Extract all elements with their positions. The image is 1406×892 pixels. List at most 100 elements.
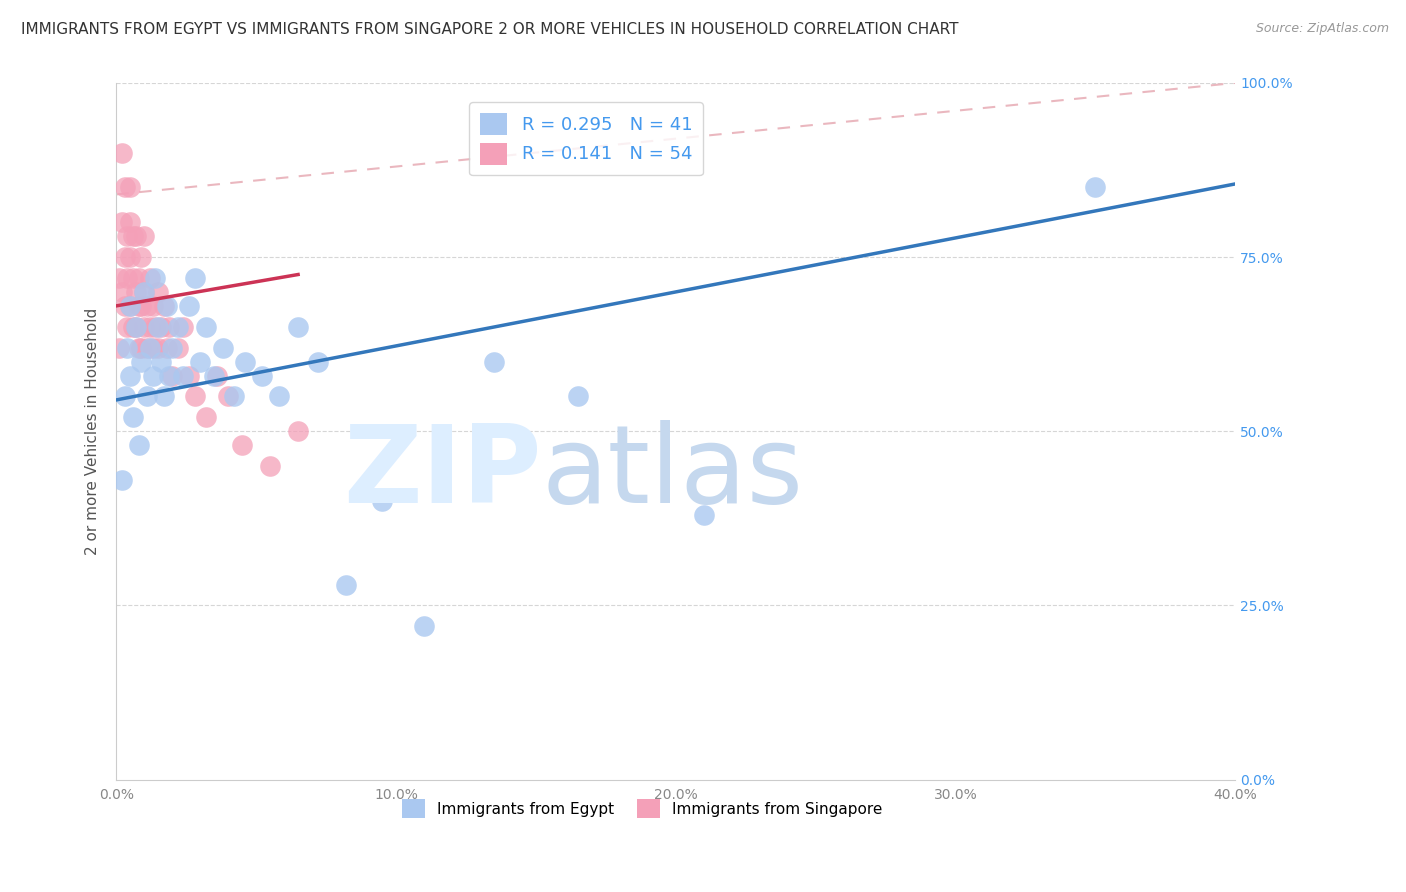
Point — [148, 341, 170, 355]
Point — [172, 319, 194, 334]
Point — [267, 389, 290, 403]
Point — [148, 285, 170, 299]
Point — [202, 368, 225, 383]
Text: IMMIGRANTS FROM EGYPT VS IMMIGRANTS FROM SINGAPORE 2 OR MORE VEHICLES IN HOUSEHO: IMMIGRANTS FROM EGYPT VS IMMIGRANTS FROM… — [21, 22, 959, 37]
Point — [142, 299, 165, 313]
Text: ZIP: ZIP — [343, 420, 541, 526]
Point — [136, 299, 159, 313]
Point — [692, 508, 714, 522]
Point — [125, 319, 148, 334]
Point — [114, 389, 136, 403]
Point — [287, 424, 309, 438]
Point — [125, 319, 148, 334]
Point — [413, 619, 436, 633]
Text: Source: ZipAtlas.com: Source: ZipAtlas.com — [1256, 22, 1389, 36]
Point — [153, 389, 176, 403]
Point — [128, 271, 150, 285]
Point — [567, 389, 589, 403]
Point — [142, 368, 165, 383]
Point — [122, 271, 145, 285]
Point — [166, 341, 188, 355]
Point — [128, 438, 150, 452]
Point — [156, 341, 179, 355]
Point — [139, 319, 162, 334]
Point — [111, 145, 134, 160]
Point — [131, 250, 153, 264]
Legend: Immigrants from Egypt, Immigrants from Singapore: Immigrants from Egypt, Immigrants from S… — [395, 793, 889, 824]
Point — [150, 319, 173, 334]
Point — [153, 299, 176, 313]
Point — [231, 438, 253, 452]
Point — [183, 271, 205, 285]
Point — [482, 354, 505, 368]
Point — [139, 341, 162, 355]
Point — [250, 368, 273, 383]
Point — [194, 319, 217, 334]
Point — [160, 368, 183, 383]
Point — [114, 180, 136, 194]
Point — [120, 368, 142, 383]
Point — [108, 341, 131, 355]
Point — [307, 354, 329, 368]
Point — [122, 410, 145, 425]
Point — [125, 229, 148, 244]
Point — [117, 271, 139, 285]
Point — [134, 285, 156, 299]
Point — [136, 389, 159, 403]
Point — [120, 250, 142, 264]
Point — [128, 341, 150, 355]
Point — [122, 229, 145, 244]
Point — [120, 299, 142, 313]
Point — [114, 250, 136, 264]
Point — [111, 285, 134, 299]
Point — [108, 271, 131, 285]
Y-axis label: 2 or more Vehicles in Household: 2 or more Vehicles in Household — [86, 308, 100, 555]
Point — [156, 299, 179, 313]
Point — [134, 229, 156, 244]
Point — [148, 319, 170, 334]
Point — [177, 368, 200, 383]
Point — [150, 354, 173, 368]
Point — [111, 215, 134, 229]
Point — [117, 319, 139, 334]
Point — [136, 341, 159, 355]
Point — [145, 271, 167, 285]
Point — [217, 389, 239, 403]
Point — [131, 299, 153, 313]
Point — [160, 341, 183, 355]
Point — [114, 299, 136, 313]
Point — [222, 389, 245, 403]
Point — [211, 341, 233, 355]
Point — [131, 354, 153, 368]
Point — [125, 285, 148, 299]
Point — [139, 271, 162, 285]
Point — [259, 459, 281, 474]
Point — [166, 319, 188, 334]
Point — [134, 319, 156, 334]
Point — [120, 215, 142, 229]
Point — [134, 285, 156, 299]
Point — [120, 299, 142, 313]
Point — [172, 368, 194, 383]
Point — [145, 319, 167, 334]
Point — [335, 577, 357, 591]
Point — [122, 319, 145, 334]
Point — [1084, 180, 1107, 194]
Point — [157, 368, 180, 383]
Point — [183, 389, 205, 403]
Point — [131, 341, 153, 355]
Point — [117, 341, 139, 355]
Point — [117, 229, 139, 244]
Point — [128, 299, 150, 313]
Point — [233, 354, 256, 368]
Point — [142, 341, 165, 355]
Point — [120, 180, 142, 194]
Text: atlas: atlas — [541, 420, 803, 526]
Point — [205, 368, 228, 383]
Point — [194, 410, 217, 425]
Point — [157, 319, 180, 334]
Point — [287, 319, 309, 334]
Point — [177, 299, 200, 313]
Point — [188, 354, 211, 368]
Point — [111, 473, 134, 487]
